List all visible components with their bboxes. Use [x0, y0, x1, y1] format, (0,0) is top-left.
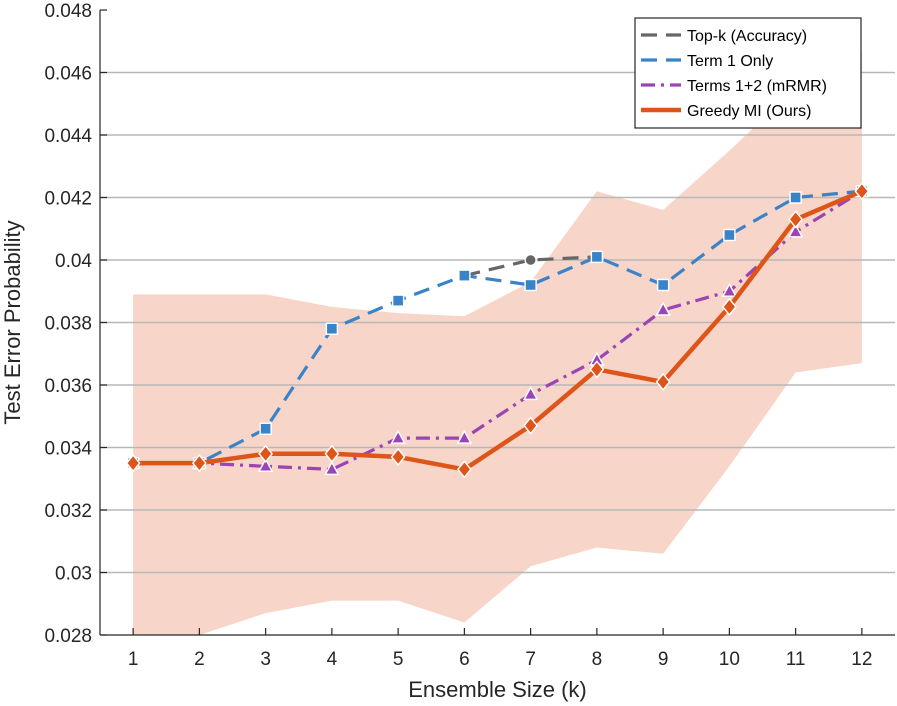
data-point-square [259, 422, 272, 435]
x-tick-label: 12 [851, 649, 872, 670]
legend-label: Term 1 Only [687, 53, 773, 70]
data-point-diamond [788, 210, 804, 229]
data-point-triangle [324, 460, 340, 476]
legend-label: Terms 1+2 (mRMR) [687, 78, 827, 95]
x-tick-label: 9 [658, 649, 669, 670]
series-line [133, 189, 863, 465]
legend: Top-k (Accuracy) Term 1 Only Terms 1+2 (mR… [634, 17, 862, 129]
x-tick-label: 10 [719, 649, 740, 670]
data-point-square [458, 269, 471, 282]
data-point-diamond [390, 447, 406, 466]
data-point-square [789, 191, 802, 204]
y-tick-label: 0.03 [55, 564, 92, 585]
y-tick-label: 0.048 [44, 1, 92, 22]
x-tick-label: 3 [260, 649, 271, 670]
data-point-diamond [854, 182, 870, 201]
series-line [133, 189, 863, 471]
y-tick-label: 0.038 [44, 314, 92, 335]
legend-label: Top-k (Accuracy) [687, 28, 807, 45]
data-point-triangle [655, 301, 671, 316]
x-tick-label: 6 [459, 649, 470, 670]
data-point-square [325, 322, 339, 335]
y-tick-label: 0.04 [55, 251, 92, 272]
series-layer [125, 182, 870, 479]
data-point-triangle [787, 223, 804, 238]
series-3 [125, 182, 870, 479]
data-point-diamond [324, 444, 340, 463]
data-point-diamond [523, 416, 539, 435]
data-point-square [723, 228, 736, 242]
data-point-triangle [522, 385, 539, 401]
data-point-triangle [456, 429, 473, 444]
y-tick-label: 0.034 [44, 439, 92, 460]
data-point-diamond [589, 360, 605, 379]
data-point-square [656, 278, 670, 292]
x-tick-label: 7 [525, 649, 536, 670]
legend-label: Greedy MI (Ours) [687, 103, 811, 120]
data-point-triangle [390, 429, 406, 444]
data-point-diamond [191, 454, 207, 473]
axes-layer: 0.028 0.03 0.032 0.034 0.036 0.038 0.04 0.042 0.… [44, 1, 895, 670]
data-point-circle [524, 253, 537, 267]
y-tick-label: 0.042 [44, 189, 92, 210]
x-tick-label: 2 [194, 649, 205, 670]
series-line [133, 189, 863, 472]
data-point-diamond [456, 460, 472, 479]
data-point-diamond [721, 297, 737, 316]
data-point-triangle [721, 282, 738, 297]
confidence-band [133, 50, 862, 636]
data-point-diamond [655, 372, 671, 391]
y-tick-label: 0.028 [44, 626, 92, 647]
series-line [464, 255, 597, 278]
y-tick-label: 0.044 [44, 126, 92, 147]
data-point-square [524, 278, 537, 292]
y-tick-label: 0.032 [44, 501, 92, 522]
data-point-triangle [257, 457, 274, 472]
data-point-diamond [258, 444, 274, 463]
y-axis-label: Test Error Probability [0, 220, 25, 424]
x-axis-label: Ensemble Size (k) [408, 677, 587, 702]
data-point-diamond [125, 454, 141, 473]
y-tick-label: 0.036 [44, 376, 92, 397]
x-tick-label: 4 [327, 649, 338, 670]
data-point-square [391, 294, 405, 307]
x-tick-label: 8 [592, 649, 603, 670]
x-tick-label: 11 [786, 649, 806, 670]
x-tick-label: 5 [393, 649, 404, 670]
y-tick-label: 0.046 [44, 64, 92, 85]
data-point-square [590, 250, 604, 264]
x-tick-label: 1 [128, 649, 139, 670]
confidence-band-layer [133, 50, 862, 636]
